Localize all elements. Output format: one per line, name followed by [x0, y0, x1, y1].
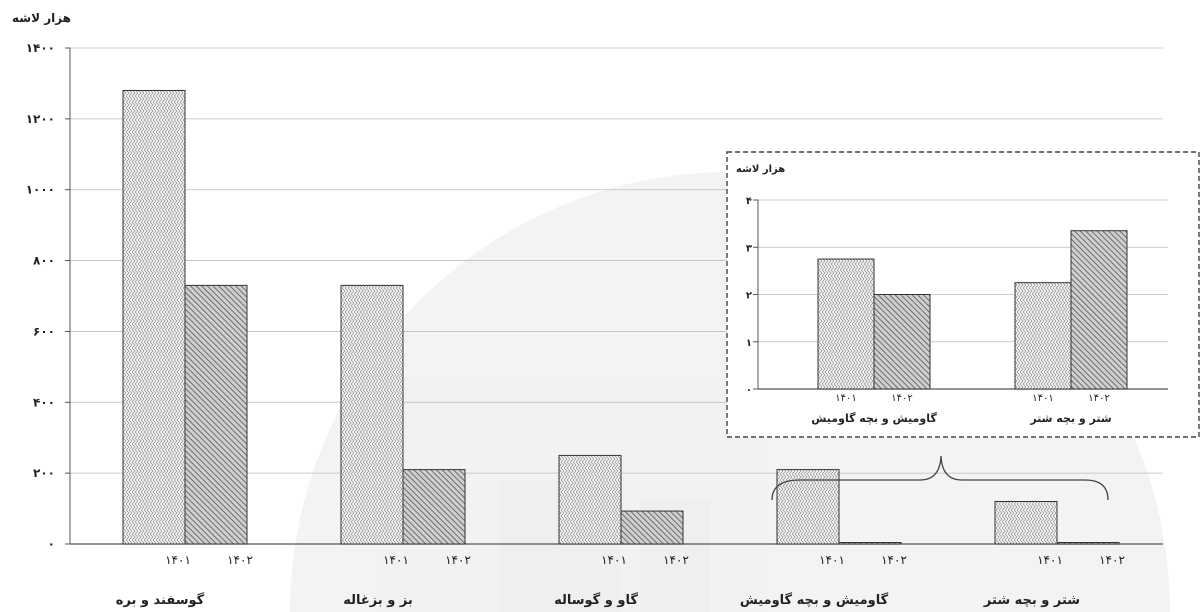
bar-series2 [838, 542, 902, 545]
bar-series1 [122, 90, 186, 545]
category-label: بز و بزغاله [343, 593, 413, 608]
inset-brace [771, 455, 1109, 501]
category-label: شتر و بچه شتر [983, 593, 1080, 608]
y-tick-label: ۲ [746, 291, 752, 302]
y-tick-label: ۱ [746, 338, 752, 349]
bar-series1 [817, 258, 875, 390]
bar-series1 [558, 454, 622, 545]
y-tick-label: ۱۲۰۰ [26, 112, 55, 126]
series-label: ۱۴۰۲ [1088, 393, 1109, 404]
series-label: ۱۴۰۲ [663, 553, 689, 567]
y-tick-label: ۴۰۰ [33, 395, 55, 409]
series-label: ۱۴۰۲ [881, 553, 907, 567]
main-category-labels: گوسفند و بره بز و بزغاله گاو و گوساله گاومی… [116, 592, 1080, 608]
inset-bars [817, 230, 1128, 390]
series-label: ۱۴۰۲ [227, 553, 253, 567]
main-y-axis-label: هزار لاشه [12, 11, 71, 25]
y-tick-label: ۲۰۰ [33, 466, 55, 480]
y-tick-label: ۸۰۰ [33, 254, 55, 268]
category-label: گوسفند و بره [116, 592, 205, 608]
y-tick-label: ۰ [746, 385, 752, 396]
category-label: گاومیش و بچه گاومیش [811, 412, 937, 425]
inset-y-axis-label: هزار لاشه [736, 164, 785, 175]
y-tick-label: ۳ [746, 243, 752, 254]
main-bars [122, 90, 1120, 545]
bar-series2 [1070, 230, 1128, 390]
series-label: ۱۴۰۲ [445, 553, 471, 567]
category-label: گاومیش و بچه گاومیش [740, 592, 889, 608]
series-label: ۱۴۰۲ [1099, 553, 1125, 567]
bar-series2 [184, 284, 248, 545]
bar-series1 [994, 500, 1058, 545]
category-label: شتر و بچه شتر [1029, 412, 1111, 425]
series-label: ۱۴۰۱ [819, 553, 845, 567]
y-tick-label: ۱۴۰۰ [26, 41, 55, 55]
main-y-tick-labels: ۰ ۲۰۰ ۴۰۰ ۶۰۰ ۸۰۰ ۱۰۰۰ ۱۲۰۰ ۱۴۰۰ [26, 41, 55, 551]
bar-series2 [402, 469, 466, 545]
bar-series1 [1014, 282, 1072, 390]
series-label: ۱۴۰۱ [601, 553, 627, 567]
bar-series2 [1056, 542, 1120, 545]
series-label: ۱۴۰۲ [891, 393, 912, 404]
inset-y-tick-labels: ۰ ۱ ۲ ۳ ۴ [746, 196, 752, 396]
series-label: ۱۴۰۱ [383, 553, 409, 567]
series-label: ۱۴۰۱ [835, 393, 856, 404]
main-series-labels: ۱۴۰۱ ۱۴۰۲ ۱۴۰۱ ۱۴۰۲ ۱۴۰۱ ۱۴۰۲ ۱۴۰۱ ۱۴۰۲ ۱۴۰۱ ۱۴۰۲ [165, 553, 1125, 567]
series-label: ۱۴۰۱ [165, 553, 191, 567]
category-label: گاو و گوساله [554, 592, 638, 608]
series-label: ۱۴۰۱ [1032, 393, 1053, 404]
y-tick-label: ۱۰۰۰ [26, 183, 55, 197]
bar-series1 [340, 284, 404, 545]
y-tick-label: ۶۰۰ [33, 324, 55, 338]
inset-series-labels: ۱۴۰۱ ۱۴۰۲ ۱۴۰۱ ۱۴۰۲ [835, 393, 1109, 404]
inset-category-labels: گاومیش و بچه گاومیش شتر و بچه شتر [811, 412, 1111, 425]
series-label: ۱۴۰۱ [1037, 553, 1063, 567]
y-tick-label: ۴ [746, 196, 752, 207]
y-tick-label: ۰ [48, 537, 55, 551]
bar-series2 [873, 294, 931, 390]
bar-series2 [620, 510, 684, 545]
bar-series1 [776, 469, 840, 545]
inset-panel: ۰ ۱ ۲ ۳ ۴ هزار لاشه ۱۴۰۱ ۱۴۰۲ ۱۴۰۱ ۱۴۰۲ گاومیش … [726, 151, 1200, 438]
